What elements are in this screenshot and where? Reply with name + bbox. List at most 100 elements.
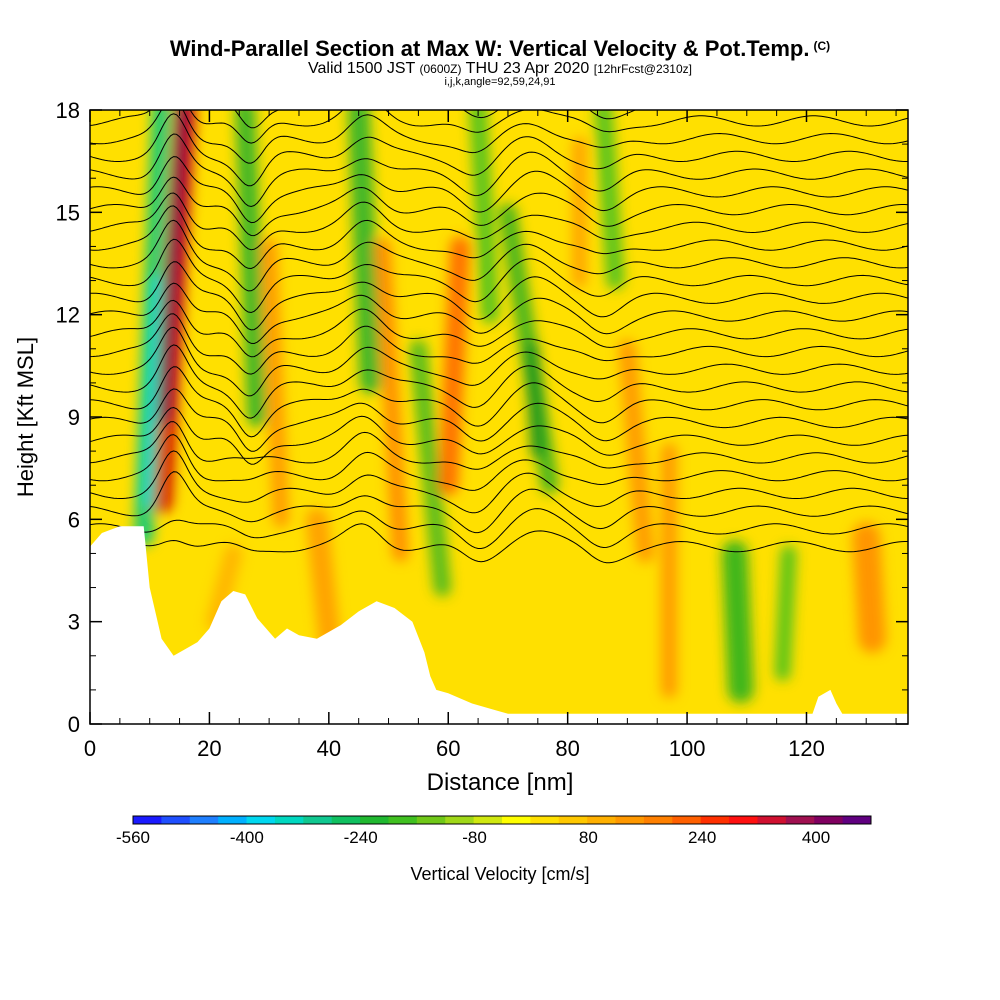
colorbar-swatch [530, 816, 560, 824]
theta-contour [90, 219, 908, 292]
colorbar-swatch [587, 816, 617, 824]
theta-contour [90, 133, 908, 208]
colorbar-tick-label: 80 [579, 828, 598, 847]
colorbar-swatch [331, 816, 361, 824]
velocity-streak [618, 339, 655, 563]
colorbar-swatch [785, 816, 815, 824]
theta-contour [90, 523, 908, 564]
theta-contour [90, 388, 908, 452]
colorbar-swatch [700, 816, 730, 824]
colorbar-tick-label: -80 [462, 828, 487, 847]
x-tick-label: 80 [555, 736, 579, 761]
x-tick-label: 100 [669, 736, 706, 761]
colorbar-label: Vertical Velocity [cm/s] [410, 864, 589, 884]
colorbar-swatch [729, 816, 758, 824]
velocity-streak [140, 274, 162, 509]
theta-contour [90, 110, 908, 144]
theta-contour [90, 238, 908, 314]
colorbar-swatch [189, 816, 219, 824]
theta-contour [90, 508, 908, 549]
y-tick-label: 0 [68, 712, 80, 737]
theta-contour [90, 156, 908, 224]
velocity-streak [374, 238, 409, 562]
x-tick-label: 120 [788, 736, 825, 761]
velocity-streak [721, 540, 754, 703]
velocity-streak [594, 110, 625, 290]
theta-contour [90, 421, 908, 470]
theta-contour [90, 110, 908, 164]
colorbar-tick-label: -560 [116, 828, 150, 847]
colorbar-tick-label: -400 [230, 828, 264, 847]
colorbar-swatch [615, 816, 645, 824]
theta-contour [90, 299, 908, 358]
velocity-streak [438, 236, 471, 496]
colorbar-swatch [133, 816, 162, 824]
axis-ticks: 0 20 40 60 80 100 120 0 3 6 9 12 15 18 [56, 98, 908, 761]
velocity-streak [235, 110, 268, 427]
colorbar-swatch [757, 816, 787, 824]
theta-contour [90, 450, 908, 514]
x-axis-label: Distance [nm] [427, 769, 574, 796]
velocity-streak [852, 522, 887, 653]
theta-contour [90, 434, 908, 491]
plot-area [90, 110, 908, 724]
colorbar-swatch [445, 816, 475, 824]
x-tick-label: 40 [317, 736, 341, 761]
x-tick-label: 60 [436, 736, 460, 761]
colorbar-frame [132, 815, 872, 825]
section-indices: i,j,k,angle=92,59,24,91 [444, 76, 556, 88]
colorbar-swatch [814, 816, 844, 824]
y-tick-label: 6 [68, 507, 80, 532]
title-units: (C) [813, 39, 831, 53]
x-tick-label: 0 [84, 736, 96, 761]
chart-subtitle: Valid 1500 JST (0600Z) THU 23 Apr 2020 [… [0, 60, 1000, 78]
theta-contour [90, 261, 908, 331]
theta-contour [90, 282, 908, 345]
terrain-mask [90, 526, 908, 724]
colorbar-swatch [388, 816, 418, 824]
velocity-streak [157, 110, 190, 424]
colorbar-swatch [643, 816, 673, 824]
colorbar-swatch [360, 816, 389, 824]
colorbar-swatch [246, 816, 276, 824]
x-tick-label: 20 [197, 736, 221, 761]
y-tick-label: 12 [56, 303, 80, 328]
colorbar-tick-label: -240 [344, 828, 378, 847]
valid-date: THU 23 Apr 2020 [465, 60, 590, 77]
y-axis-label: Height [Kft MSL] [13, 337, 38, 497]
colorbar-swatch [218, 816, 248, 824]
colorbar-swatch [473, 816, 503, 824]
theta-contour [90, 471, 908, 534]
velocity-streak [524, 341, 545, 459]
theta-contour [90, 113, 908, 187]
velocity-streak [347, 110, 382, 394]
theta-contour [90, 326, 908, 397]
velocity-streak [469, 110, 500, 324]
y-tick-label: 9 [68, 405, 80, 430]
theta-contour [90, 406, 908, 465]
colorbar-swatch [672, 816, 702, 824]
utc-time: (0600Z) [419, 62, 462, 76]
y-tick-label: 18 [56, 98, 80, 123]
colorbar-swatch [502, 816, 531, 824]
chart-title: Wind-Parallel Section at Max W: Vertical… [0, 36, 1000, 62]
colorbar-swatch [416, 816, 446, 824]
title-text: Wind-Parallel Section at Max W: Vertical… [169, 36, 810, 61]
colorbar: -560 -400 -240 -80 80 240 400 [116, 815, 872, 847]
forecast-info: [12hrFcst@2310z] [593, 62, 692, 76]
theta-contour [90, 344, 908, 419]
velocity-streak [261, 238, 290, 528]
theta-contour [90, 176, 908, 237]
velocity-streak [409, 339, 452, 597]
colorbar-swatch [303, 816, 333, 824]
colorbar-swatch [161, 816, 191, 824]
colorbar-swatch [558, 816, 588, 824]
theta-contour [90, 366, 908, 438]
colorbar-tick-label: 400 [802, 828, 830, 847]
colorbar-swatch [274, 816, 304, 824]
theta-contour [90, 192, 908, 251]
y-tick-label: 3 [68, 610, 80, 635]
colorbar-tick-label: 240 [688, 828, 716, 847]
theta-contours [90, 110, 908, 564]
